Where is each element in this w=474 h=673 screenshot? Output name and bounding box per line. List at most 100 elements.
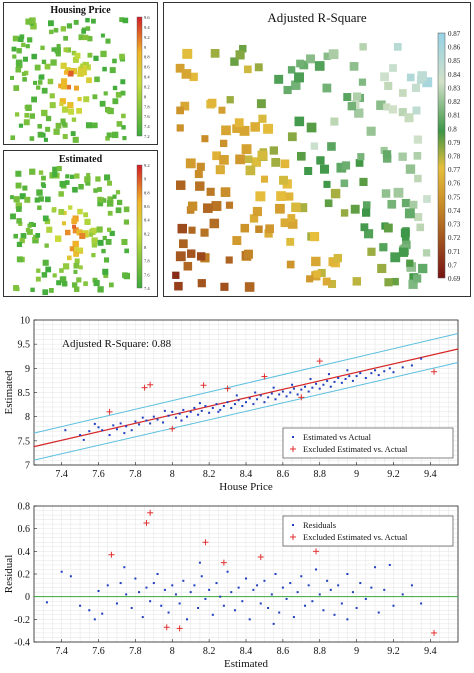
housing-cell (87, 52, 93, 58)
fit-xtick-label: 8.2 (203, 469, 216, 480)
r2-cell (257, 150, 268, 161)
housing-cell (23, 70, 29, 76)
housing-cell (51, 47, 56, 52)
housing-cell (67, 70, 74, 77)
estimated-cell (52, 172, 58, 178)
r2-cell (234, 118, 244, 128)
housing-colorbar-tick: 7.8 (144, 104, 150, 109)
r2-cell (249, 214, 259, 223)
r2-cell (221, 125, 231, 136)
housing-colorbar-tick: 9.6 (144, 15, 150, 20)
estimated-cell (108, 282, 114, 288)
fit-point (97, 426, 100, 429)
housing-cell (71, 117, 77, 122)
housing-cell (85, 26, 91, 31)
estimated-cell (102, 235, 107, 241)
fit-point (377, 374, 380, 377)
r2-cell (324, 199, 333, 208)
r2-cell (275, 203, 285, 214)
housing-colorbar-tick: 8 (144, 94, 147, 99)
r2-cell (406, 259, 414, 267)
housing-cell (122, 136, 127, 141)
fit-ytick-label: 8.5 (18, 388, 31, 399)
fit-point (125, 425, 128, 428)
r2-cell (264, 229, 273, 238)
fit-point (198, 402, 201, 405)
fit-xtick-label: 8.4 (240, 469, 253, 480)
r2-cell (382, 150, 392, 159)
housing-cell (74, 52, 81, 59)
fit-legend-dot-marker (292, 436, 294, 438)
resid-point (106, 584, 109, 587)
r2-cell (177, 223, 188, 234)
housing-cell (44, 63, 51, 70)
housing-cell (47, 78, 54, 85)
resid-point (420, 602, 423, 605)
r2-cell (256, 99, 266, 109)
resid-point (322, 609, 325, 612)
fit-legend-plus-marker (290, 446, 296, 452)
housing-cell (106, 107, 112, 113)
estimated-cell (42, 289, 49, 296)
r2-cell (241, 144, 252, 155)
estimated-cell (121, 238, 128, 246)
r2-cell (399, 89, 407, 97)
housing-cell (63, 70, 69, 75)
r2-cell (406, 73, 415, 82)
estimated-map-title: Estimated (58, 154, 103, 165)
fit-upper-band (33, 333, 459, 434)
housing-cell (81, 29, 87, 34)
estimated-cell (20, 233, 27, 239)
r2-cell (306, 122, 317, 133)
estimated-cell (69, 174, 75, 179)
resid-point (45, 601, 48, 604)
housing-cell (25, 18, 32, 25)
r2-cell (271, 157, 281, 167)
r2-cell (240, 223, 250, 233)
r2-cell (418, 263, 428, 274)
fit-point (272, 386, 275, 389)
fit-point (311, 386, 314, 389)
adjusted-r2-map-canvas: 0.87 0.86 0.85 0.84 0.83 0.82 0.81 0.8 0.79 0.78 0… (172, 30, 461, 292)
housing-cell (67, 102, 74, 109)
resid-point (410, 584, 413, 587)
housing-cell (24, 112, 30, 118)
resid-excluded-point (220, 559, 227, 566)
r2-cell (218, 106, 226, 114)
estimated-cell (68, 205, 73, 210)
fit-point (64, 429, 67, 432)
r2-cell (362, 201, 371, 209)
r2-cell (328, 257, 338, 267)
r2-cell (413, 152, 422, 160)
r2-cell (340, 209, 349, 217)
resid-ylabel: Residual (3, 555, 15, 594)
housing-cell (49, 102, 56, 109)
fit-point (303, 385, 306, 388)
resid-excluded-point (313, 548, 320, 555)
estimated-cell (27, 223, 32, 228)
estimated-cell (56, 165, 62, 172)
fit-point (108, 434, 111, 437)
estimated-cell (32, 236, 39, 244)
resid-xtick-label: 7.4 (55, 646, 68, 657)
fit-point (230, 406, 233, 409)
resid-point (138, 591, 141, 594)
r2-cell (194, 170, 203, 179)
r2-cell (175, 251, 186, 262)
housing-cell (60, 83, 67, 90)
r2-cell (362, 208, 371, 217)
r2-cell (322, 277, 331, 286)
resid-point (93, 618, 96, 621)
resid-point (296, 591, 299, 594)
resid-point (252, 588, 255, 591)
estimated-cell (83, 212, 89, 218)
housing-cell (102, 66, 107, 72)
r2-cell (357, 153, 365, 161)
r2-cell (376, 100, 386, 110)
estimated-cell (62, 263, 70, 270)
r2-colorbar-tick: 0.82 (448, 98, 461, 106)
estimated-cell (59, 276, 67, 283)
housing-cell (50, 59, 57, 66)
r2-cell (209, 218, 220, 229)
fit-point (178, 412, 181, 415)
